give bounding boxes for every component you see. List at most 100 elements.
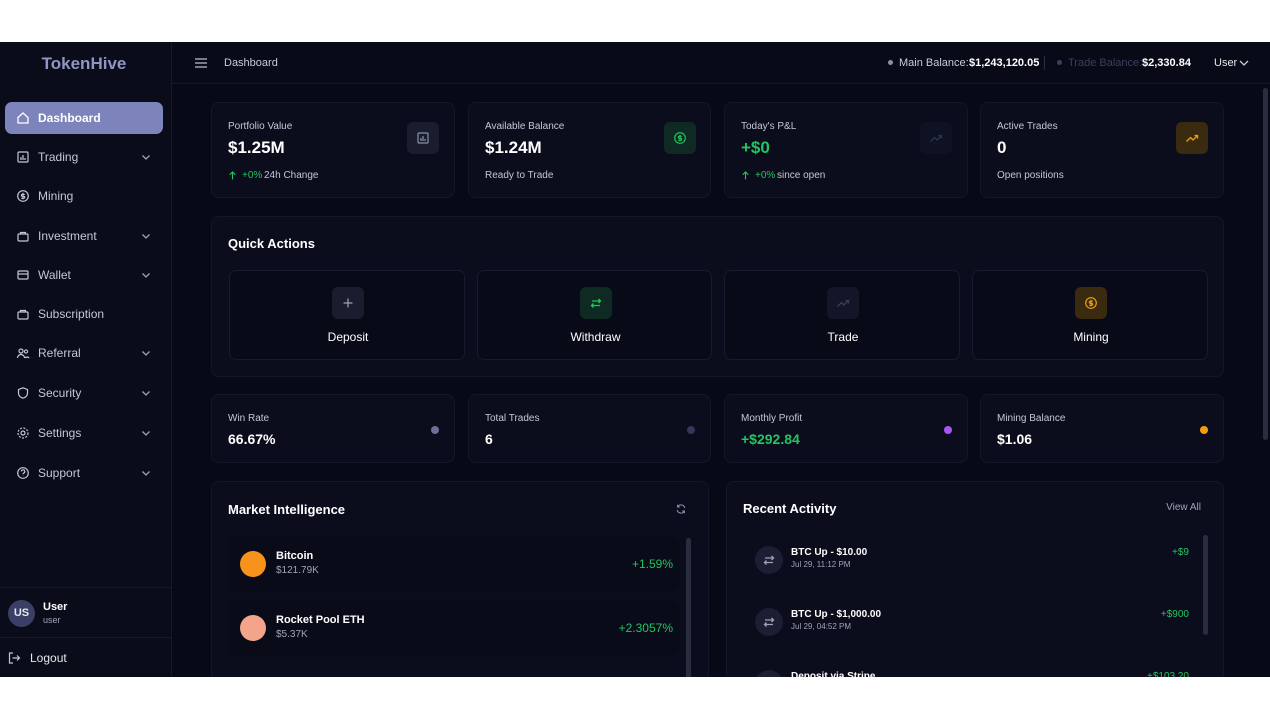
activity-panel: Recent Activity View All BTC Up - $10.00 Ju… bbox=[726, 481, 1224, 677]
status-dot bbox=[1200, 426, 1208, 434]
action-button[interactable]: Trade bbox=[724, 270, 960, 360]
nav-icon bbox=[17, 190, 29, 202]
nav-icon bbox=[17, 112, 29, 124]
icon bbox=[1085, 297, 1097, 309]
icon bbox=[763, 555, 775, 565]
nav-item[interactable]: Wallet bbox=[38, 268, 71, 282]
panel-title: Recent Activity bbox=[743, 501, 837, 516]
logout[interactable]: Logout bbox=[30, 651, 67, 665]
main-content: Portfolio Value $1.25M +0% 24h Change Availa… bbox=[0, 42, 1270, 677]
menu-icon[interactable] bbox=[195, 58, 207, 68]
nav-icon bbox=[17, 427, 29, 439]
coin-icon bbox=[240, 551, 266, 577]
chevron bbox=[142, 234, 150, 239]
stat-label: Active Trades bbox=[997, 121, 1058, 132]
stat-card: Active Trades 0 Open positions bbox=[980, 102, 1224, 198]
metric-value: +$292.84 bbox=[741, 431, 800, 447]
activity-title: BTC Up - $10.00 bbox=[791, 547, 868, 558]
icon bbox=[343, 298, 353, 308]
view-all[interactable]: View All bbox=[1166, 502, 1201, 513]
action-icon bbox=[579, 287, 612, 319]
nav-icon bbox=[17, 151, 29, 163]
main-balance: $1,243,120.05 bbox=[969, 57, 1040, 69]
market-panel: Market Intelligence Bitcoin $121.79K +1.59%… bbox=[211, 481, 709, 677]
stat-label: Portfolio Value bbox=[228, 121, 293, 132]
icon bbox=[930, 134, 943, 142]
metric-value: 66.67% bbox=[228, 431, 276, 447]
activity-amount: +$900 bbox=[1160, 609, 1189, 620]
user-role: user bbox=[43, 615, 61, 625]
stat-change: +0% bbox=[242, 170, 263, 181]
chevron bbox=[142, 391, 150, 396]
nav-item[interactable]: Subscription bbox=[38, 307, 105, 321]
nav-item[interactable]: Security bbox=[38, 386, 82, 400]
stat-icon bbox=[920, 122, 952, 154]
action-label: Mining bbox=[1073, 330, 1109, 344]
chevron bbox=[142, 155, 150, 160]
action-button[interactable]: Withdraw bbox=[477, 270, 712, 360]
breadcrumb: Dashboard bbox=[224, 57, 278, 69]
activity-amount: +$9 bbox=[1172, 547, 1189, 558]
activity-icon bbox=[755, 608, 783, 636]
user-menu[interactable]: User bbox=[1214, 57, 1238, 69]
chevron bbox=[142, 471, 150, 476]
sidebar: TokenHive Dashboard Trading Mining Investme… bbox=[0, 42, 172, 677]
nav-item[interactable]: Referral bbox=[38, 346, 81, 360]
coin-row[interactable] bbox=[229, 601, 679, 655]
stat-value: $1.24M bbox=[485, 138, 542, 157]
stat-value: $1.25M bbox=[228, 138, 285, 157]
action-icon bbox=[332, 287, 364, 319]
panel-title: Market Intelligence bbox=[228, 502, 346, 517]
avatar bbox=[8, 600, 35, 627]
activity-time: Jul 29, 11:12 PM bbox=[791, 560, 851, 569]
icon bbox=[417, 132, 429, 144]
nav-item[interactable]: Investment bbox=[38, 229, 97, 243]
scrollbar bbox=[686, 538, 691, 677]
action-button[interactable]: Deposit bbox=[229, 270, 465, 360]
activity-title: BTC Up - $1,000.00 bbox=[791, 609, 882, 620]
user-name: User bbox=[43, 601, 68, 613]
scrollbar bbox=[1263, 88, 1268, 440]
up-arrow bbox=[229, 171, 236, 180]
action-button[interactable]: Mining bbox=[972, 270, 1208, 360]
quick-actions-panel: Quick Actions Deposit Withdraw Trade Mining bbox=[211, 216, 1224, 377]
activity-icon bbox=[755, 670, 783, 677]
stat-card: Available Balance $1.24M Ready to Trade bbox=[468, 102, 711, 198]
nav-active-bg bbox=[5, 102, 163, 134]
nav-item[interactable]: Support bbox=[38, 466, 81, 480]
activity-title: Deposit via Stripe bbox=[791, 671, 876, 678]
nav-icon bbox=[17, 467, 29, 479]
stat-change: +0% bbox=[755, 170, 776, 181]
action-label: Trade bbox=[827, 330, 859, 344]
stat-icon bbox=[407, 122, 439, 154]
metric-card: Win Rate 66.67% bbox=[211, 394, 455, 463]
coin-icon bbox=[240, 615, 266, 641]
nav-icon bbox=[17, 270, 29, 280]
header: Dashboard Main Balance: $1,243,120.05 Tr… bbox=[172, 42, 1270, 84]
icon bbox=[837, 299, 850, 307]
nav-item[interactable]: Dashboard bbox=[38, 111, 101, 125]
activity-icon bbox=[755, 546, 783, 574]
nav-item[interactable]: Trading bbox=[38, 150, 79, 164]
status-dot bbox=[944, 426, 952, 434]
nav-item[interactable]: Mining bbox=[38, 189, 74, 203]
metric-value: 6 bbox=[485, 431, 493, 447]
icon bbox=[763, 617, 775, 627]
stat-icon bbox=[1176, 122, 1208, 154]
refresh-icon bbox=[676, 504, 686, 514]
nav-item[interactable]: Settings bbox=[38, 426, 82, 440]
nav-icon bbox=[16, 348, 30, 359]
brand[interactable]: TokenHive bbox=[41, 54, 127, 73]
status-dot bbox=[1057, 60, 1062, 65]
stat-card: Portfolio Value $1.25M +0% 24h Change bbox=[211, 102, 455, 198]
metric-card: Total Trades 6 bbox=[468, 394, 711, 463]
stat-value: 0 bbox=[997, 138, 1007, 157]
coin-name: Bitcoin bbox=[276, 550, 314, 562]
status-dot bbox=[431, 426, 439, 434]
stat-note: 24h Change bbox=[264, 170, 319, 181]
scrollbar bbox=[1203, 535, 1208, 635]
stat-card: Today's P&L +$0 +0% since open bbox=[724, 102, 968, 198]
coin-row[interactable] bbox=[229, 537, 679, 591]
action-label: Withdraw bbox=[570, 330, 621, 344]
metric-label: Total Trades bbox=[485, 413, 540, 424]
